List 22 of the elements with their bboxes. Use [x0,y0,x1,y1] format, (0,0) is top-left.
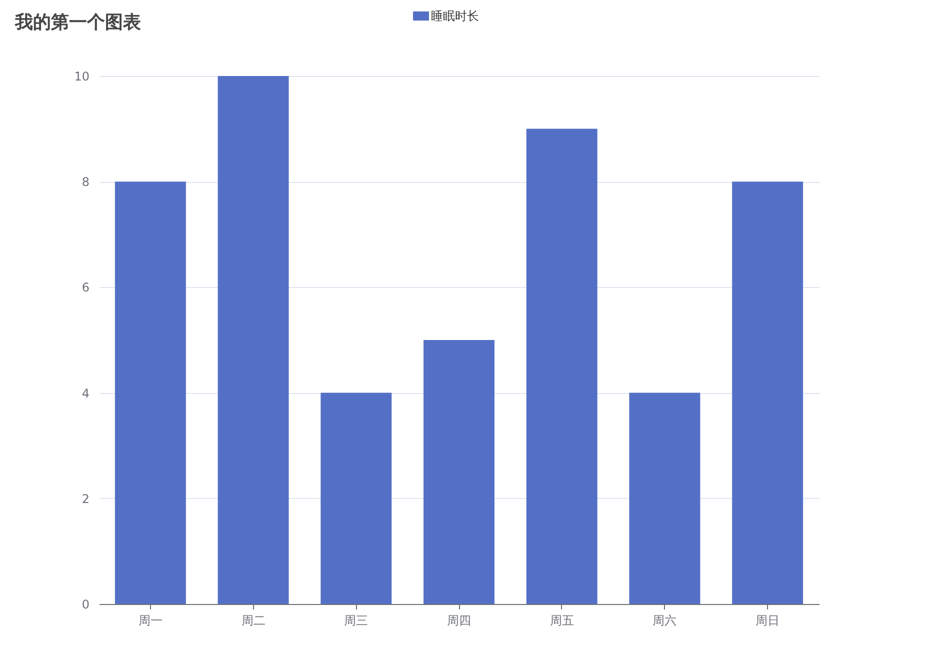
x-tick-label: 周一 [138,614,162,628]
y-tick-label: 8 [82,175,90,190]
x-tick-label: 周二 [241,614,266,628]
bar [526,128,598,604]
bar [114,182,186,604]
bar [732,182,804,604]
y-tick-label: 4 [82,386,90,400]
bar [424,340,494,604]
bar [629,392,700,604]
y-tick-label: 0 [82,598,90,612]
y-tick-label: 6 [82,280,90,295]
chart-title: 我的第一个图表 [14,12,141,33]
bar [218,76,289,604]
legend-label: 睡眠时长 [431,9,479,23]
x-tick-label: 周五 [550,614,574,628]
y-tick-label: 10 [74,70,90,84]
y-tick-label: 2 [82,492,90,506]
bar [320,392,392,604]
x-tick-label: 周日 [756,614,780,628]
x-tick-label: 周四 [447,614,471,628]
x-tick-label: 周六 [652,614,677,628]
x-tick-label: 周三 [344,614,368,628]
